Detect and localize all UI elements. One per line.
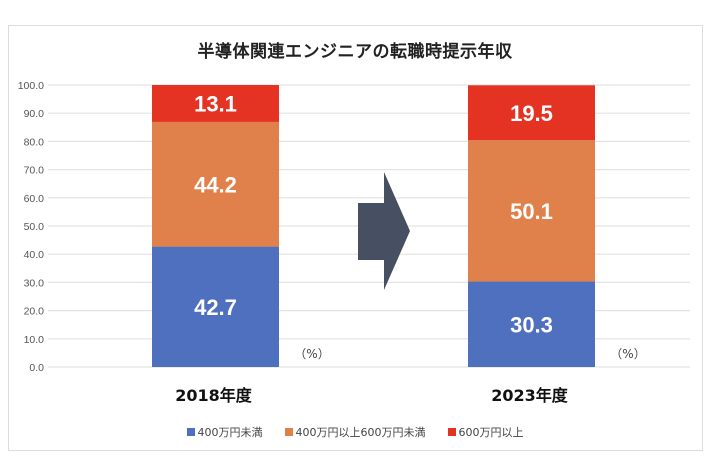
bar-segment: [152, 246, 279, 367]
x-axis-labels: 2018年度 2023年度: [175, 386, 569, 405]
bar-segment: [468, 281, 595, 367]
bar-segment: [468, 85, 595, 141]
y-tick-label: 20.0: [24, 306, 45, 318]
unit-label: （%）: [294, 347, 329, 361]
unit-label: （%）: [610, 347, 645, 361]
data-label: 44.2: [194, 172, 237, 197]
y-tick-label: 10.0: [24, 334, 45, 346]
data-label: 19.5: [510, 101, 553, 126]
legend-swatch: [186, 428, 195, 436]
legend-label: 600万円以上: [458, 426, 524, 439]
y-tick-label: 60.0: [24, 193, 45, 205]
arrow-right-icon: [358, 172, 410, 290]
y-tick-label: 80.0: [24, 136, 45, 148]
legend: 400万円未満 400万円以上600万円未満 600万円以上: [0, 424, 710, 440]
legend-swatch: [447, 428, 456, 436]
data-label: 30.3: [510, 312, 553, 337]
bar-segment: [152, 85, 279, 122]
bars: 42.7 44.2 13.1 （%） 30.3 50.1 19.5 （%）: [152, 85, 646, 367]
legend-swatch: [284, 428, 293, 436]
data-label: 50.1: [510, 199, 553, 224]
y-tick-label: 70.0: [24, 165, 45, 177]
bar-segment: [152, 121, 279, 247]
y-tick-label: 100.0: [18, 80, 44, 92]
y-tick-label: 90.0: [24, 108, 45, 120]
y-tick-label: 40.0: [24, 249, 45, 261]
y-axis-ticks: 0.0 10.0 20.0 30.0 40.0 50.0 60.0 70.0 80.0 90.0 1…: [18, 80, 44, 374]
y-tick-label: 30.0: [24, 277, 45, 289]
y-tick-label: 0.0: [29, 362, 44, 374]
arrow-shape: [358, 172, 410, 290]
bar-segment: [468, 140, 595, 282]
legend-label: 400万円未満: [197, 426, 263, 439]
legend-item: 400万円未満: [186, 424, 263, 440]
legend-label: 400万円以上600万円未満: [295, 426, 426, 439]
chart-title: 半導体関連エンジニアの転職時提示年収: [197, 42, 513, 62]
legend-item: 600万円以上: [447, 424, 524, 440]
y-tick-label: 50.0: [24, 221, 45, 233]
x-tick-label: 2023年度: [491, 386, 569, 405]
data-label: 13.1: [194, 91, 237, 116]
data-label: 42.7: [194, 295, 237, 320]
x-tick-label: 2018年度: [175, 386, 253, 405]
legend-item: 400万円以上600万円未満: [284, 424, 426, 440]
